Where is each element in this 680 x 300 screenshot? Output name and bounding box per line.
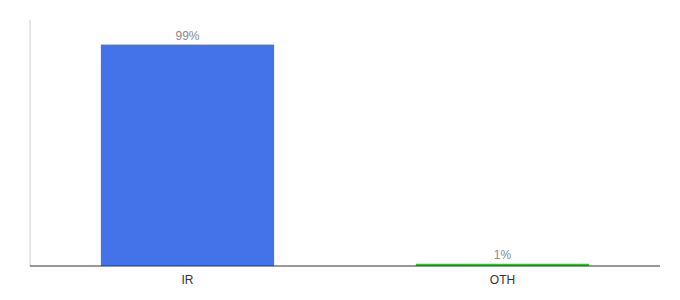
chart-svg: IR OTH 99% 1% <box>0 0 680 300</box>
x-tick-label: OTH <box>490 273 515 287</box>
bar <box>101 45 274 266</box>
chart-container: IR OTH 99% 1% <box>0 0 680 300</box>
y-axis-line <box>30 20 31 266</box>
bars <box>101 45 589 266</box>
x-axis-line <box>30 265 660 266</box>
data-label: 1% <box>494 248 512 262</box>
data-label: 99% <box>175 29 199 43</box>
x-tick-label: IR <box>182 273 194 287</box>
